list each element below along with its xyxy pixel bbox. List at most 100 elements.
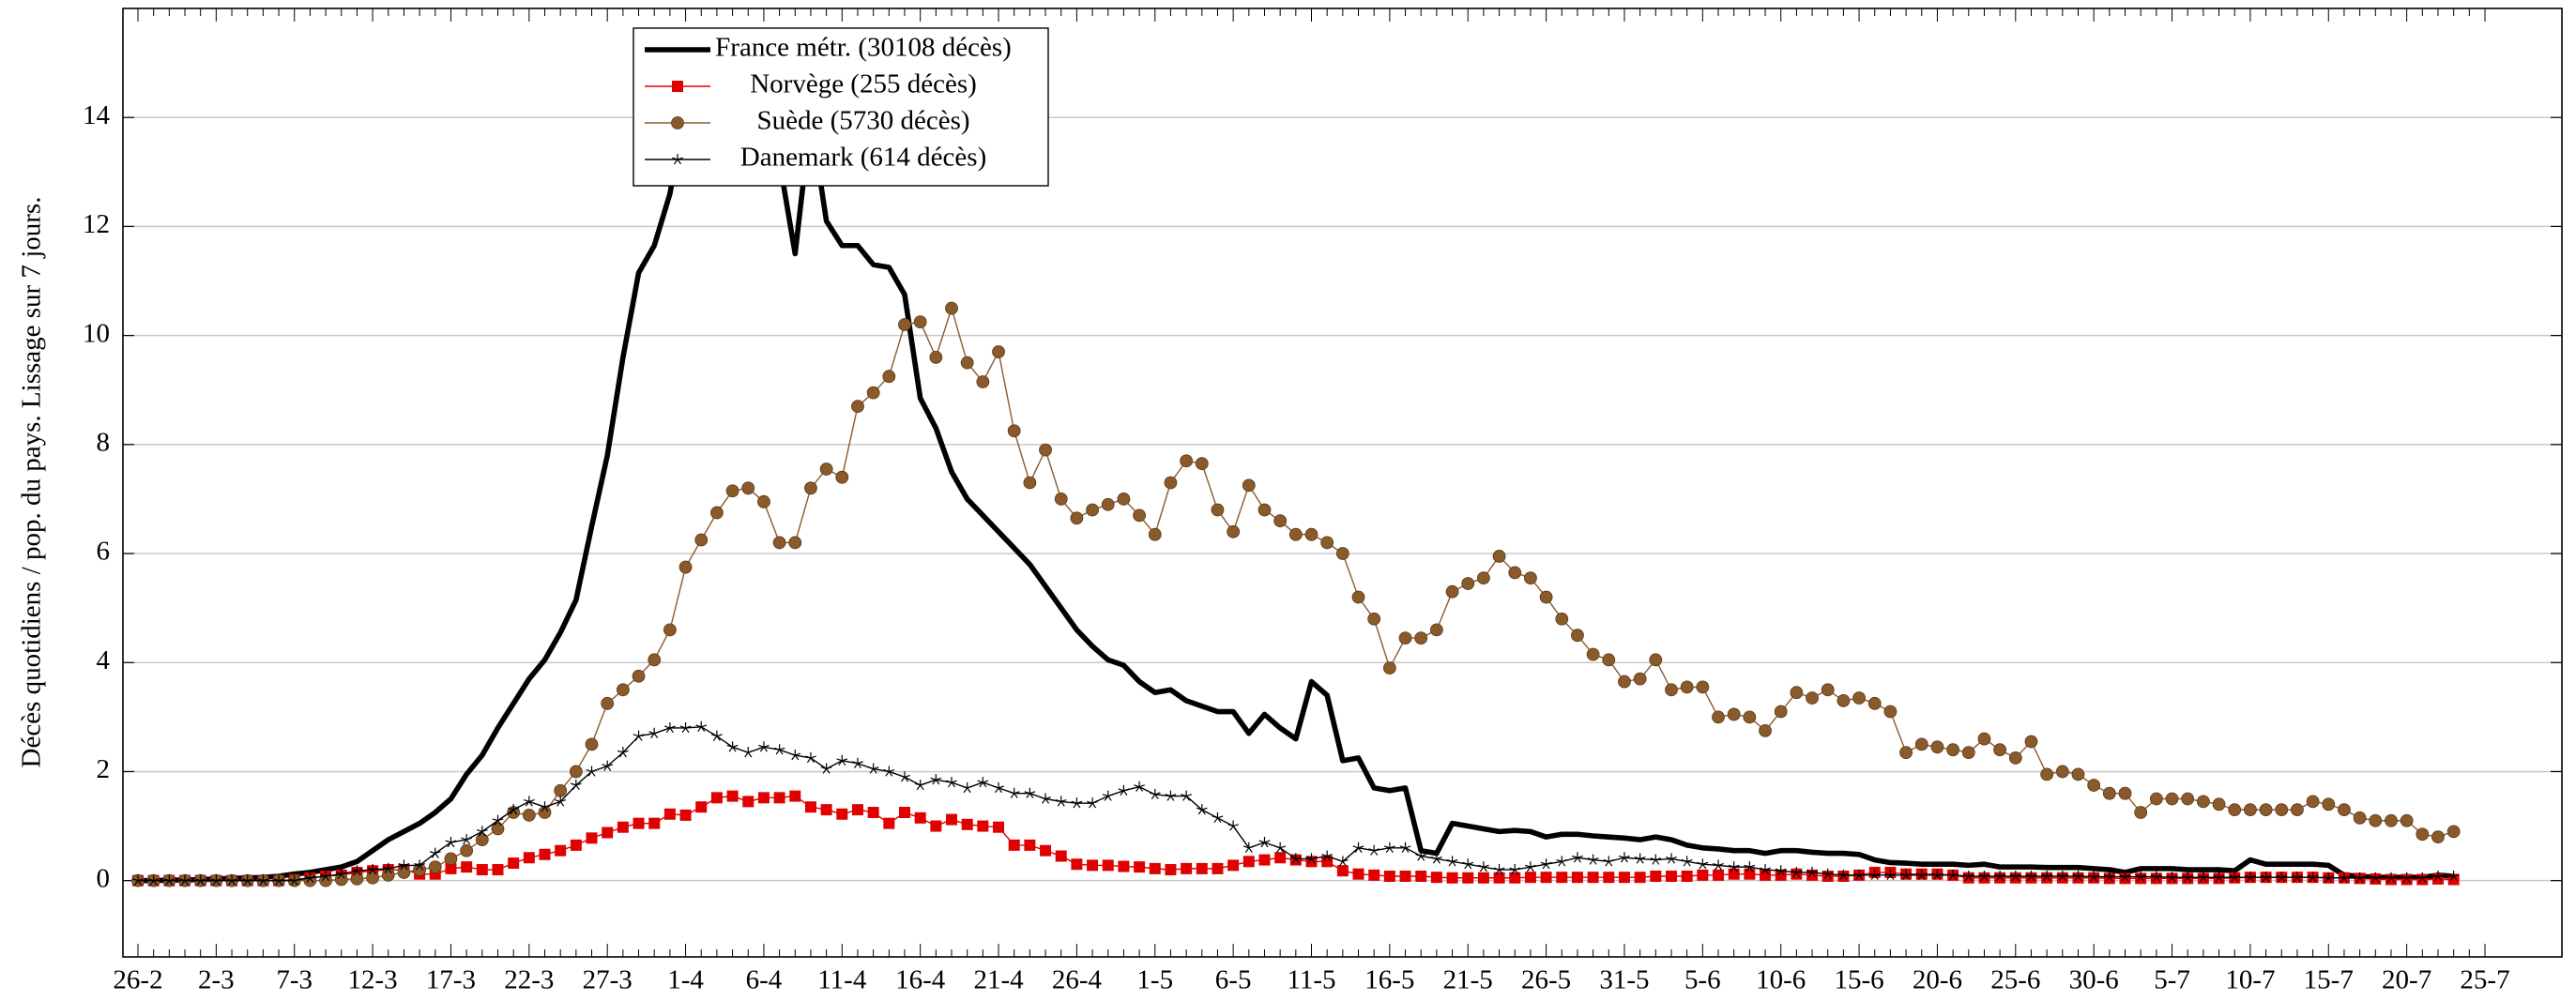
legend-marker (672, 81, 683, 92)
marker (1351, 590, 1365, 604)
marker (492, 814, 504, 826)
marker (1071, 858, 1083, 871)
marker (1305, 853, 1318, 864)
marker (2259, 803, 2273, 817)
marker (1681, 856, 1693, 867)
y-tick-label: 8 (97, 427, 111, 457)
y-tick-label: 4 (97, 645, 111, 675)
marker (616, 683, 630, 697)
marker (742, 747, 755, 758)
marker (1867, 696, 1882, 710)
marker (914, 811, 926, 824)
marker (1461, 577, 1475, 590)
marker (491, 822, 505, 836)
marker (1852, 691, 1866, 705)
marker (428, 860, 442, 874)
marker (1555, 612, 1569, 626)
marker (1524, 872, 1536, 884)
marker (2338, 803, 2351, 817)
marker (1994, 871, 2006, 882)
marker (663, 808, 676, 820)
marker (1446, 872, 1458, 884)
marker (2165, 792, 2179, 806)
marker (1587, 854, 1599, 865)
marker (679, 809, 692, 821)
marker (1336, 856, 1349, 867)
marker (757, 792, 770, 804)
marker (1430, 853, 1442, 864)
marker (819, 463, 833, 476)
x-tick-label: 21-5 (1443, 965, 1493, 995)
x-tick-label: 20-6 (1913, 965, 1962, 995)
marker (1728, 861, 1740, 872)
marker (867, 763, 879, 774)
marker (2072, 871, 2084, 882)
marker (1087, 859, 1099, 872)
marker (429, 847, 441, 858)
marker (1760, 864, 1771, 875)
marker (2196, 795, 2210, 809)
marker (663, 623, 677, 637)
marker (2025, 871, 2037, 882)
marker (382, 862, 394, 874)
marker (1774, 705, 1788, 719)
marker (1429, 623, 1443, 637)
marker (2416, 872, 2429, 883)
marker (788, 536, 802, 550)
marker (555, 796, 567, 807)
marker (1571, 872, 1583, 884)
marker (1713, 859, 1724, 871)
marker (570, 779, 582, 791)
marker (1165, 790, 1177, 801)
marker (633, 730, 645, 741)
marker (460, 843, 474, 857)
marker (1040, 793, 1051, 804)
marker (2150, 871, 2162, 882)
marker (711, 730, 723, 741)
marker (773, 792, 785, 804)
marker (2291, 803, 2304, 817)
marker (445, 836, 457, 848)
marker (1149, 788, 1161, 800)
marker (569, 765, 583, 779)
marker (2071, 767, 2085, 781)
marker (476, 864, 488, 876)
marker (1242, 856, 1255, 868)
marker (1383, 842, 1395, 854)
marker (1790, 686, 1804, 700)
marker (1665, 683, 1678, 697)
marker (1650, 871, 1662, 883)
marker (257, 874, 269, 886)
marker (1274, 852, 1287, 864)
marker (492, 864, 504, 876)
marker (961, 781, 973, 794)
marker (1055, 796, 1067, 807)
marker (836, 754, 848, 766)
marker (2213, 872, 2225, 883)
marker (2322, 797, 2336, 811)
marker (1978, 871, 1990, 882)
marker (742, 796, 755, 808)
marker (2119, 871, 2131, 882)
marker (194, 874, 206, 886)
marker (1775, 865, 1787, 876)
marker (1524, 571, 1537, 585)
marker (1931, 869, 1943, 881)
marker (1352, 868, 1364, 880)
y-tick-label: 0 (97, 863, 111, 893)
marker (648, 653, 662, 667)
marker (773, 744, 785, 755)
marker (1087, 797, 1098, 809)
marker (2431, 830, 2445, 844)
marker (335, 868, 347, 879)
marker (1508, 566, 1522, 580)
marker (539, 848, 551, 860)
marker (1509, 872, 1521, 884)
marker (2103, 871, 2115, 882)
x-tick-label: 31-5 (1599, 965, 1649, 995)
marker (1930, 740, 1944, 754)
marker (397, 866, 411, 879)
marker (835, 470, 849, 484)
marker (2228, 803, 2242, 817)
marker (1649, 653, 1663, 667)
